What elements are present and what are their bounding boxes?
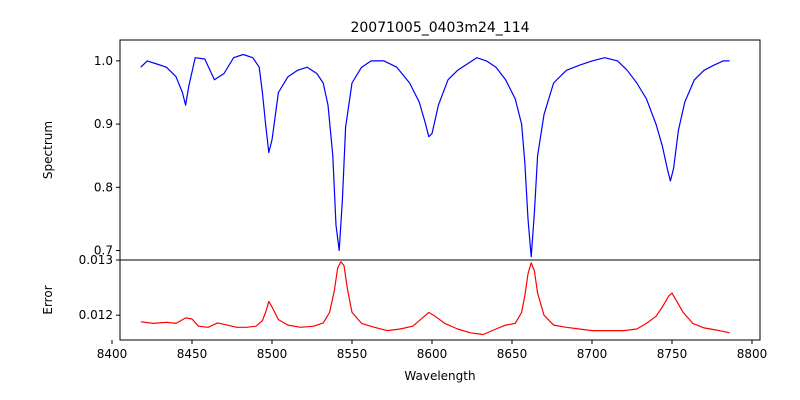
y-tick-label: 0.7	[94, 244, 113, 258]
error-plot-frame	[119, 259, 761, 341]
spectrum-y-axis-label: Spectrum	[41, 121, 55, 179]
wavelength-x-ticks: 8400 8450 8500 8550 8600 8650 8700 8750 8800	[97, 340, 768, 361]
error-y-axis-label: Error	[41, 285, 55, 314]
x-tick-label: 8400	[97, 347, 128, 361]
spectrum-plot-frame	[119, 39, 761, 261]
x-tick-label: 8450	[177, 347, 208, 361]
error-y-ticks: 0.012 0.013	[79, 253, 120, 322]
y-tick-label: 0.8	[94, 180, 113, 194]
x-tick-label: 8750	[657, 347, 688, 361]
spectrum-y-ticks: 0.7 0.8 0.9 1.0	[94, 54, 120, 258]
x-tick-label: 8550	[337, 347, 368, 361]
spectrum-panel: 0.7 0.8 0.9 1.0 Spectrum	[41, 39, 761, 261]
y-tick-label: 0.012	[79, 308, 113, 322]
x-tick-label: 8700	[577, 347, 608, 361]
y-tick-label: 0.013	[79, 253, 113, 267]
x-tick-label: 8800	[737, 347, 768, 361]
x-tick-label: 8600	[417, 347, 448, 361]
y-tick-label: 1.0	[94, 54, 113, 68]
y-tick-label: 0.9	[94, 117, 113, 131]
x-tick-label: 8650	[497, 347, 528, 361]
error-series-line	[140, 261, 730, 336]
x-tick-label: 8500	[257, 347, 288, 361]
spectrum-series-line	[140, 53, 730, 258]
chart-title: 20071005_0403m24_114	[350, 20, 529, 36]
x-axis-label: Wavelength	[404, 369, 475, 383]
